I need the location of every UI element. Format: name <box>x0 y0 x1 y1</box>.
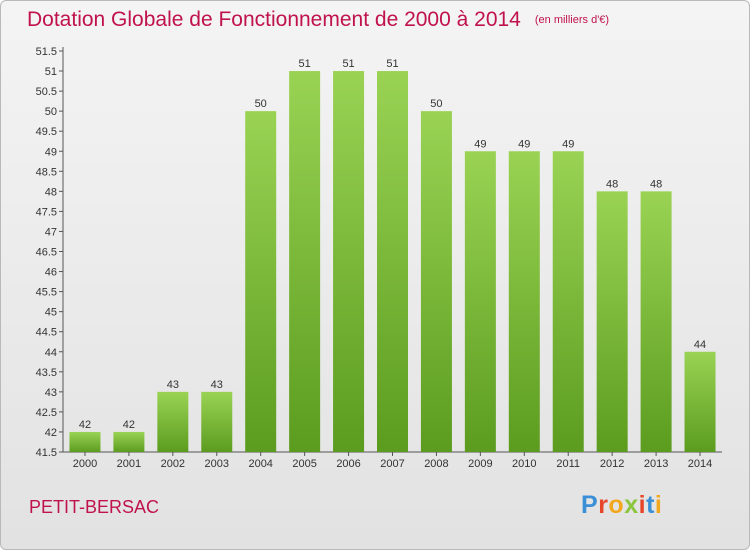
y-tick-label: 43.5 <box>36 367 57 379</box>
chart-title: Dotation Globale de Fonctionnement de 20… <box>27 8 609 32</box>
data-label-2008: 50 <box>430 98 442 110</box>
x-tick-label-2003: 2003 <box>205 458 229 470</box>
y-tick-label: 49.5 <box>36 126 57 138</box>
y-tick-label: 50 <box>45 106 57 118</box>
bar-2007 <box>377 71 408 453</box>
y-tick-label: 49 <box>45 146 57 158</box>
x-tick-label-2012: 2012 <box>600 458 624 470</box>
x-tick-label-2010: 2010 <box>512 458 536 470</box>
data-label-2004: 50 <box>255 98 267 110</box>
y-tick-label: 42 <box>45 427 57 439</box>
bar-2004 <box>245 111 277 453</box>
y-tick-label: 44.5 <box>36 327 57 339</box>
x-tick-label-2009: 2009 <box>468 458 492 470</box>
y-tick-label: 50.5 <box>36 86 57 98</box>
logo-letter: r <box>598 491 609 519</box>
data-label-2001: 42 <box>123 419 135 431</box>
bar-2003 <box>201 391 233 452</box>
data-label-2006: 51 <box>342 58 354 70</box>
logo-letter: P <box>581 491 599 519</box>
chart-subtitle: (en milliers d'€) <box>534 14 610 26</box>
y-tick-label: 44 <box>45 347 57 359</box>
x-tick-label-2004: 2004 <box>248 458 272 470</box>
bar-2011 <box>552 151 584 452</box>
x-tick-label-2002: 2002 <box>161 458 185 470</box>
y-tick-label: 48.5 <box>36 166 57 178</box>
x-tick-label-2014: 2014 <box>688 458 712 470</box>
y-tick-label: 43 <box>45 387 57 399</box>
bar-2014 <box>684 351 716 452</box>
y-tick-label: 41.5 <box>36 447 57 459</box>
y-tick-label: 51 <box>45 66 57 78</box>
x-tick-label-2006: 2006 <box>336 458 360 470</box>
y-tick-label: 47 <box>45 226 57 238</box>
data-label-2010: 49 <box>518 138 530 150</box>
x-tick-label-2011: 2011 <box>556 458 580 470</box>
y-tick-label: 45.5 <box>36 287 57 299</box>
data-labels: 42 42 43 43 50 51 51 51 50 49 49 49 48 48 44 <box>79 58 706 431</box>
logo-letter: o <box>608 491 625 519</box>
commune-name: PETIT-BERSAC <box>29 497 160 517</box>
data-label-2003: 43 <box>211 379 223 391</box>
logo-letter: t <box>646 491 655 519</box>
data-label-2007: 51 <box>386 58 398 70</box>
data-label-2011: 49 <box>562 138 574 150</box>
chart-title-text: Dotation Globale de Fonctionnement de 20… <box>27 8 521 31</box>
x-tick-label-2000: 2000 <box>73 458 97 470</box>
data-label-2013: 48 <box>650 178 662 190</box>
x-tick-label-2007: 2007 <box>380 458 404 470</box>
y-tick-label: 45 <box>45 307 57 319</box>
data-label-2009: 49 <box>474 138 486 150</box>
y-tick-label: 46.5 <box>36 247 57 259</box>
y-tick-label: 51.5 <box>36 46 57 58</box>
data-label-2012: 48 <box>606 178 618 190</box>
logo-letter: i <box>654 491 663 519</box>
data-label-2002: 43 <box>167 379 179 391</box>
data-label-2014: 44 <box>694 339 706 351</box>
y-tick-label: 42.5 <box>36 407 57 419</box>
data-label-2000: 42 <box>79 419 91 431</box>
x-tick-label-2013: 2013 <box>644 458 668 470</box>
y-tick-label: 47.5 <box>36 206 57 218</box>
y-tick-label: 46 <box>45 267 57 279</box>
bar-2010 <box>508 151 540 452</box>
data-label-2005: 51 <box>299 58 311 70</box>
y-tick-label: 48 <box>45 186 57 198</box>
bar-2013 <box>640 191 672 452</box>
logo-letter: i <box>638 491 647 519</box>
bar-2000 <box>69 431 101 452</box>
proxiti-logo[interactable]: Proxiti <box>581 491 662 520</box>
bar-2002 <box>157 391 189 452</box>
x-tick-label-2008: 2008 <box>424 458 448 470</box>
bars <box>69 71 716 453</box>
bar-2005 <box>289 71 321 453</box>
x-tick-label-2005: 2005 <box>292 458 316 470</box>
x-tick-label-2001: 2001 <box>117 458 141 470</box>
bar-2008 <box>420 111 452 453</box>
bar-2009 <box>464 151 496 452</box>
bar-2001 <box>113 431 145 452</box>
logo-letter: x <box>624 491 639 519</box>
bar-2006 <box>333 71 365 453</box>
bar-2012 <box>596 191 628 452</box>
